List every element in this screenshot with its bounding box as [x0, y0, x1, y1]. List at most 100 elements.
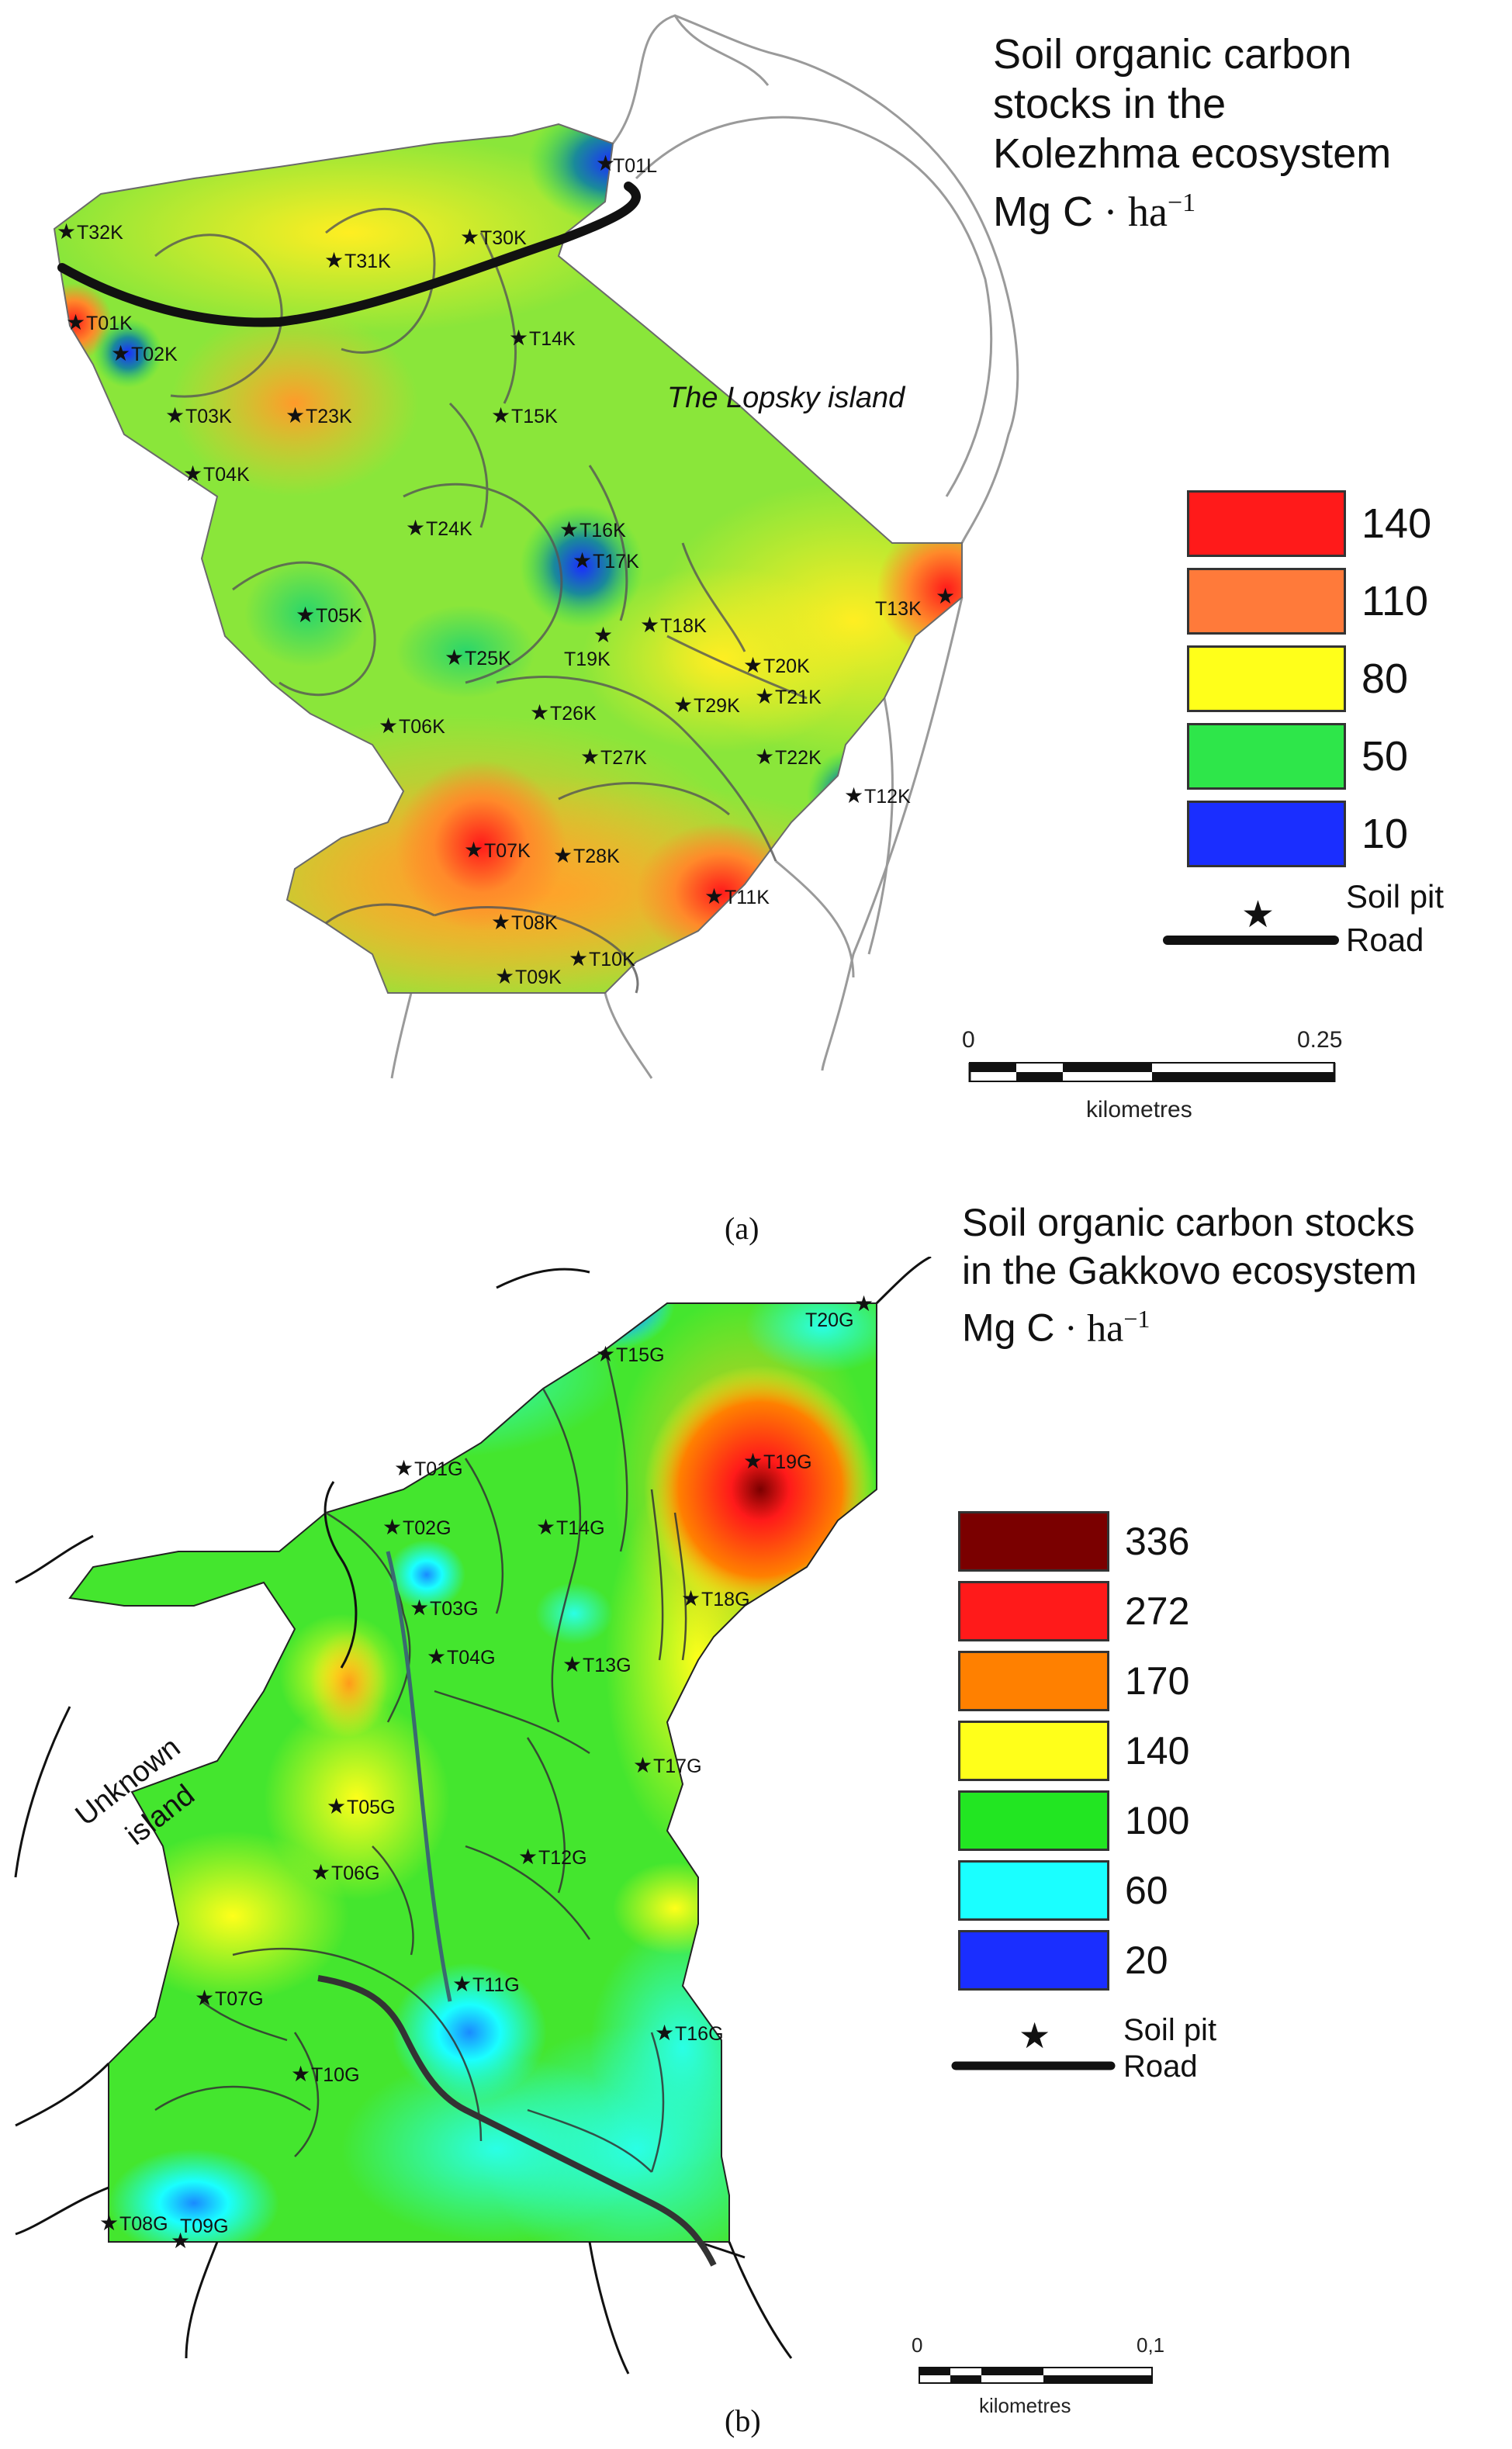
station-label: T08G	[119, 2213, 168, 2235]
soil-pit-marker: ★ T06G	[311, 1859, 380, 1885]
road-line	[57, 182, 641, 327]
star-icon: ★	[673, 692, 693, 718]
station-label: T17G	[653, 1755, 702, 1777]
title-line: Soil organic carbon	[993, 31, 1352, 78]
map-title-a: Soil organic carbon stocks in the Kolezh…	[993, 29, 1391, 237]
star-icon: ★	[755, 683, 774, 709]
star-icon: ★	[704, 884, 724, 909]
star-icon: ★	[183, 461, 202, 486]
station-label: T01L	[613, 155, 657, 177]
legend-label: 140	[1361, 500, 1432, 547]
station-label: T07K	[484, 840, 531, 862]
title-line: stocks in the	[993, 81, 1227, 127]
station-label: T19G	[763, 1451, 812, 1473]
scale-unit-b: kilometres	[979, 2394, 1071, 2417]
station-label: T12K	[864, 786, 911, 808]
legend-label: 170	[1125, 1659, 1190, 1703]
station-label: T01G	[414, 1458, 463, 1480]
map-title-b: Soil organic carbon stocks in the Gakkov…	[962, 1199, 1417, 1352]
station-label: T08K	[511, 912, 558, 934]
station-label: T15G	[616, 1344, 665, 1366]
scale-bar-a: 0 0.25 kilometres	[962, 1027, 1342, 1122]
legend-label: 100	[1125, 1799, 1190, 1842]
soil-pit-marker: ★ T11G	[452, 1971, 520, 1997]
legend-item: 20	[958, 1930, 1168, 1991]
soil-pit-marker: ★ T17K	[573, 548, 639, 573]
station-label: T13K	[875, 598, 922, 620]
legend-item: 140	[1187, 490, 1431, 557]
station-label: T21K	[775, 687, 822, 708]
station-label: T06G	[331, 1863, 380, 1884]
station-label: T02G	[403, 1517, 452, 1539]
star-icon: ★	[111, 341, 130, 366]
soil-pit-marker: ★ T14G	[536, 1514, 605, 1540]
legend-soil-pit-label: Soil pit	[1346, 878, 1445, 915]
star-icon: ★	[1241, 893, 1275, 936]
soil-pit-marker: ★ T25K	[445, 645, 511, 670]
legend-item: 50	[1187, 723, 1408, 790]
soil-pit-marker: ★ T29K	[673, 692, 740, 718]
star-icon: ★	[491, 403, 510, 428]
panel-b-gakkovo: Unknown island ★ T20G ★ T15G ★ T19G ★ T01G ★ T02G…	[0, 1201, 1512, 2449]
legend-swatch	[958, 1930, 1109, 1991]
scale-start-a: 0	[962, 1027, 975, 1053]
legend-item: 336	[958, 1511, 1189, 1572]
star-icon: ★	[743, 1448, 763, 1474]
star-icon: ★	[681, 1586, 701, 1611]
legend-swatch	[958, 1790, 1109, 1851]
station-label: T15K	[511, 406, 558, 427]
star-icon: ★	[379, 713, 398, 739]
star-icon: ★	[593, 622, 613, 648]
station-label: T12G	[538, 1847, 587, 1869]
star-icon: ★	[854, 1291, 874, 1316]
soil-pit-marker: ★ T13K	[875, 583, 955, 620]
star-icon: ★	[655, 2020, 674, 2046]
legend-item: 170	[958, 1651, 1189, 1711]
station-label: T13G	[583, 1655, 631, 1676]
star-icon: ★	[327, 1794, 346, 1819]
station-label: T19K	[564, 649, 611, 670]
title-line: Soil organic carbon stocks	[962, 1201, 1415, 1244]
station-label: T31K	[344, 251, 391, 272]
star-icon: ★	[491, 909, 510, 935]
star-icon: ★	[57, 219, 76, 244]
legend-swatch	[1187, 645, 1346, 712]
title-line: in the Gakkovo ecosystem	[962, 1249, 1417, 1292]
star-icon: ★	[580, 744, 600, 770]
legend-label: 110	[1361, 578, 1429, 624]
star-icon: ★	[743, 652, 763, 678]
station-label: T26K	[550, 703, 597, 725]
star-icon: ★	[460, 224, 479, 250]
station-label: T11G	[472, 1974, 520, 1996]
soil-pit-marker: ★ T13G	[562, 1652, 631, 1677]
soil-pit-marker: ★ T08K	[491, 909, 558, 935]
station-label: T16K	[580, 520, 626, 541]
station-label: T20G	[805, 1309, 854, 1331]
station-label: T17K	[593, 551, 639, 572]
soil-pit-marker: ★ T12G	[518, 1844, 587, 1870]
soil-pit-marker: ★ T21K	[755, 683, 822, 709]
station-label: T01K	[86, 313, 133, 334]
soil-pit-marker: ★T20G	[805, 1291, 874, 1331]
station-label: T23K	[306, 406, 352, 427]
star-icon: ★	[495, 963, 514, 989]
station-label: T11K	[725, 887, 770, 908]
station-label: T28K	[573, 846, 620, 867]
star-icon: ★	[509, 325, 528, 351]
legend-label: 50	[1361, 733, 1409, 780]
soil-pit-marker: ★ T32K	[57, 219, 123, 244]
station-label: T24K	[426, 518, 472, 540]
soil-pit-stations-b: ★T20G★ T15G★ T19G★ T01G★ T02G ★ T14G★ T18G★ T03G…	[99, 1291, 874, 2254]
caption-b: (b)	[725, 2403, 761, 2438]
station-label: T10G	[311, 2064, 360, 2086]
star-icon: ★	[382, 1514, 402, 1540]
station-label: T05G	[347, 1797, 396, 1818]
legend-label: 140	[1125, 1729, 1190, 1773]
station-label: T25K	[465, 648, 511, 669]
station-label: T06K	[399, 716, 445, 738]
star-icon: ★	[530, 700, 549, 725]
scale-bar-b: 0 0,1 kilometres	[912, 2333, 1164, 2417]
station-label: T02K	[131, 344, 178, 365]
soil-pit-marker: ★ T22K	[755, 744, 822, 770]
soil-pit-marker: ★ T06K	[379, 713, 445, 739]
